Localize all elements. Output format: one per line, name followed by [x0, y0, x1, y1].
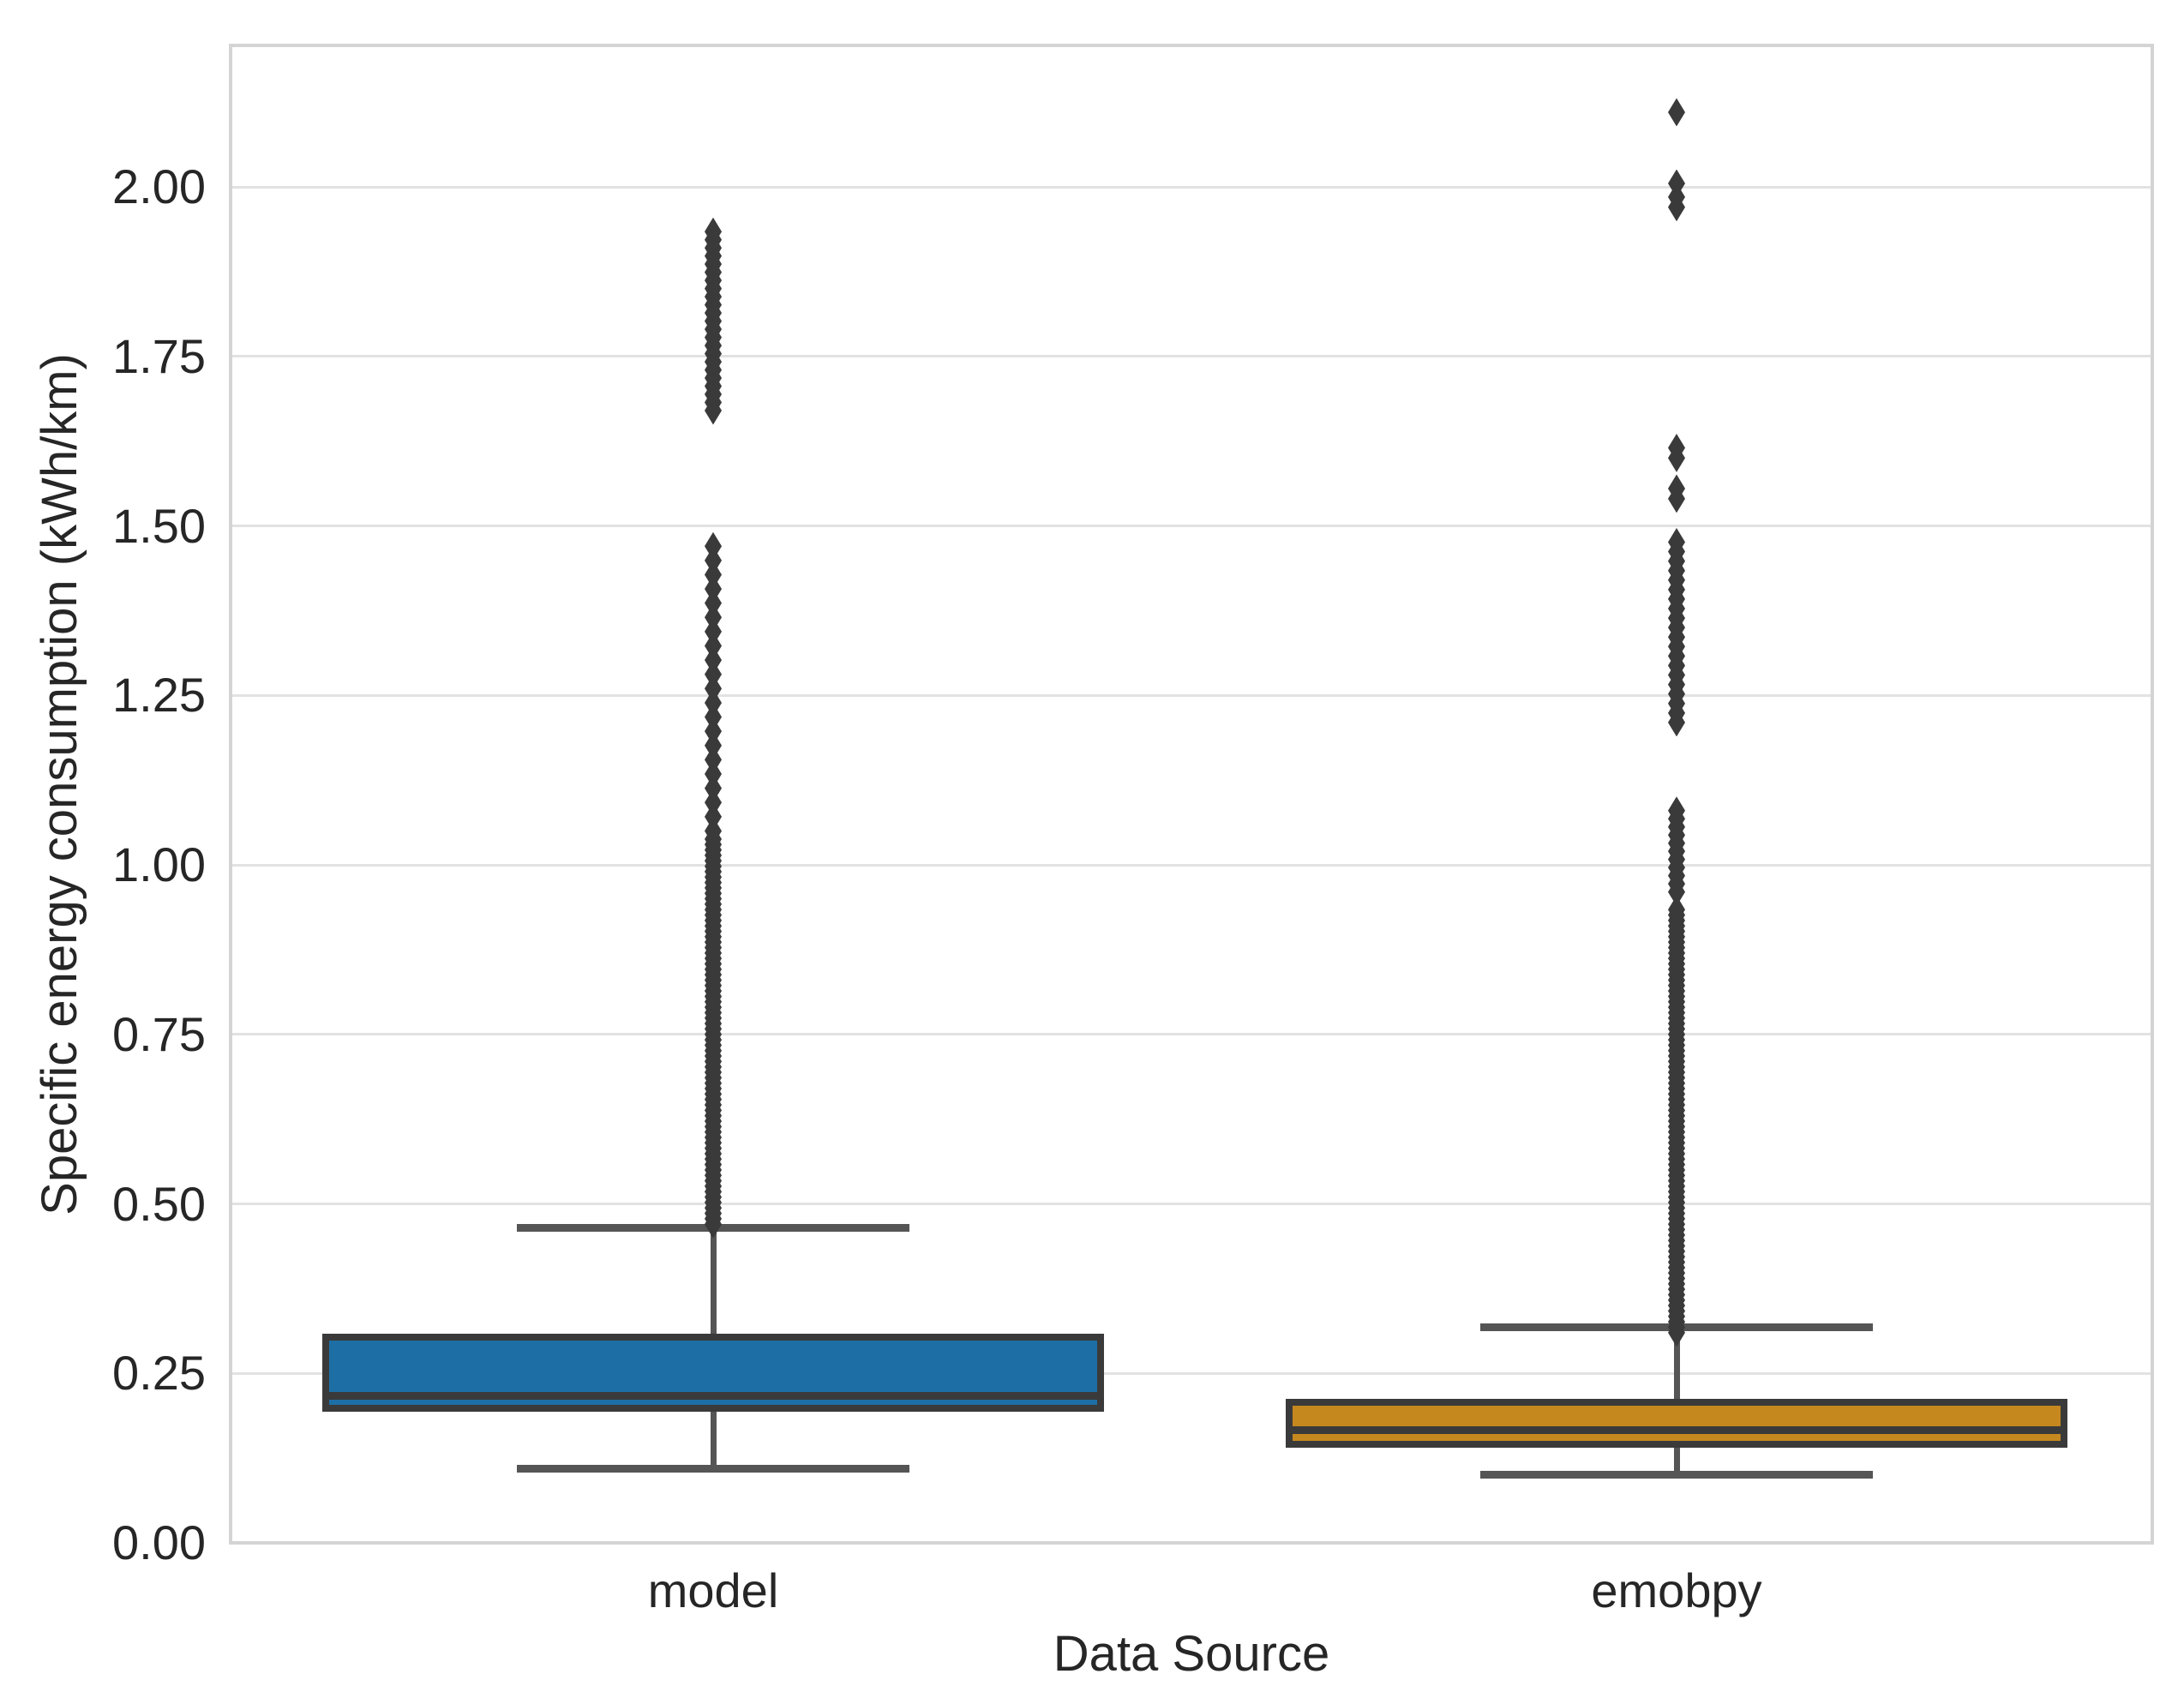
x-tick-label-model: model [647, 1563, 779, 1617]
outlier-point [1668, 895, 1685, 924]
y-gridline [229, 525, 2154, 527]
y-gridline [229, 1541, 2154, 1545]
outlier-point [1668, 98, 1685, 127]
outlier-point [705, 645, 722, 675]
outlier-point [705, 816, 722, 845]
outlier-point [705, 745, 722, 774]
outlier-point [705, 617, 722, 646]
y-tick-label: 0.00 [112, 1515, 206, 1569]
outlier-point [705, 574, 722, 603]
y-gridline [229, 863, 2154, 867]
y-gridline [229, 693, 2154, 697]
outlier-point [705, 802, 722, 831]
median-line-emobpy [1291, 1426, 2062, 1435]
outlier-point [705, 546, 722, 575]
outlier-point [1668, 474, 1685, 503]
outlier-point [705, 688, 722, 717]
lower-whisker-model [710, 1412, 717, 1469]
y-tick-label: 2.00 [112, 159, 206, 213]
box-emobpy [1286, 1398, 2067, 1449]
outlier-point [705, 217, 722, 246]
outlier-point [1668, 434, 1685, 463]
outlier-point [705, 731, 722, 760]
outlier-point [705, 788, 722, 817]
y-gridline [229, 1033, 2154, 1036]
outlier-point [705, 589, 722, 618]
y-tick-label: 1.50 [112, 498, 206, 553]
box-model [322, 1333, 1104, 1413]
x-axis-label: Data Source [1053, 1626, 1330, 1682]
y-tick-label: 1.75 [112, 328, 206, 383]
x-tick-label-emobpy: emobpy [1591, 1563, 1762, 1617]
upper-whisker-model [710, 1227, 717, 1334]
y-tick-label: 0.50 [112, 1176, 206, 1231]
upper-whisker-emobpy [1673, 1327, 1680, 1399]
outlier-point [1668, 796, 1685, 825]
outlier-point [705, 674, 722, 703]
outlier-point [705, 774, 722, 803]
outlier-point [705, 759, 722, 789]
y-gridline [229, 185, 2154, 189]
plot-area [229, 44, 2154, 1545]
outlier-point [1668, 527, 1685, 556]
median-line-model [327, 1391, 1099, 1400]
outlier-point [705, 531, 722, 561]
y-tick-label: 0.75 [112, 1006, 206, 1061]
outlier-point [705, 632, 722, 660]
outlier-point [705, 603, 722, 632]
y-gridline [229, 1371, 2154, 1375]
y-tick-label: 0.25 [112, 1346, 206, 1401]
y-axis-label: Specific energy consumption (kWh/km) [32, 353, 87, 1215]
y-gridline [229, 355, 2154, 358]
outlier-point [705, 703, 722, 732]
y-tick-label: 1.25 [112, 668, 206, 723]
y-tick-label: 1.00 [112, 837, 206, 891]
lower-whisker-cap-emobpy [1480, 1470, 1873, 1479]
lower-whisker-emobpy [1673, 1448, 1680, 1475]
lower-whisker-cap-model [517, 1465, 909, 1473]
outlier-point [705, 560, 722, 589]
plot-border [229, 44, 2154, 1545]
outlier-point [705, 717, 722, 746]
y-gridline [229, 1203, 2154, 1205]
outlier-point [705, 660, 722, 689]
outlier-point [1668, 169, 1685, 198]
